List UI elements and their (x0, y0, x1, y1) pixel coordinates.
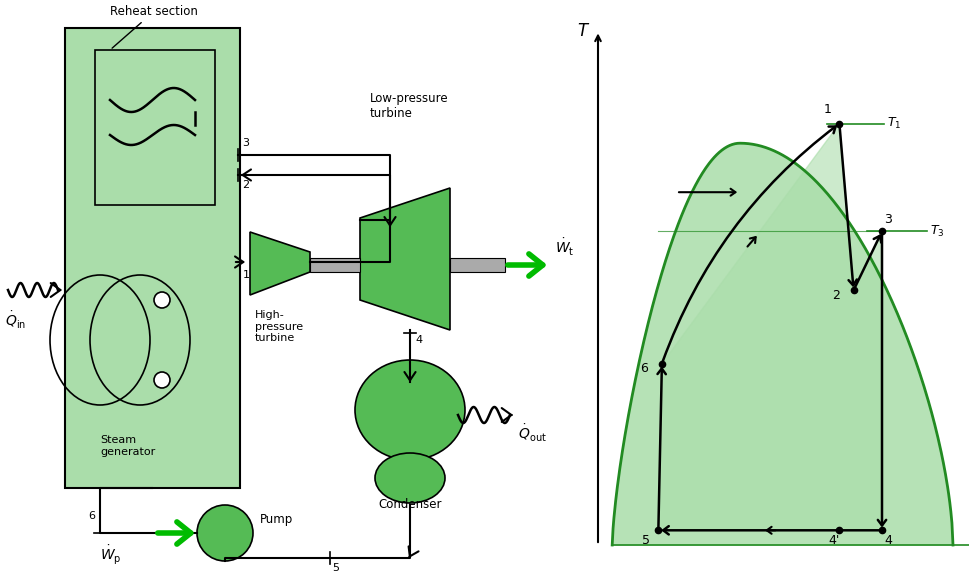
Text: $T_1$: $T_1$ (887, 116, 901, 131)
Text: High-
pressure
turbine: High- pressure turbine (255, 310, 302, 343)
Text: 6: 6 (88, 511, 95, 521)
Text: Condenser: Condenser (378, 498, 441, 511)
Text: 2: 2 (830, 289, 839, 302)
Text: $\dot{Q}_{\rm in}$: $\dot{Q}_{\rm in}$ (5, 310, 26, 331)
Text: 6: 6 (640, 362, 647, 375)
Text: $T_3$: $T_3$ (929, 224, 944, 239)
Polygon shape (359, 188, 450, 330)
Polygon shape (658, 124, 881, 530)
Text: Reheat section: Reheat section (109, 5, 198, 48)
Circle shape (154, 292, 170, 308)
Text: 4: 4 (883, 534, 891, 547)
Ellipse shape (375, 453, 445, 503)
Circle shape (154, 372, 170, 388)
Bar (95, 50, 215, 205)
Polygon shape (250, 232, 310, 295)
Text: 5: 5 (331, 563, 338, 573)
Text: 4': 4' (828, 534, 839, 547)
Text: Steam
generator: Steam generator (100, 435, 155, 456)
Text: $\dot{Q}_{\rm out}$: $\dot{Q}_{\rm out}$ (517, 423, 547, 444)
Bar (310, 258, 359, 272)
Text: $\dot{W}_{\rm p}$: $\dot{W}_{\rm p}$ (100, 543, 121, 566)
Circle shape (197, 505, 253, 561)
Text: Pump: Pump (260, 513, 293, 526)
Text: 1: 1 (823, 103, 830, 116)
Text: 2: 2 (241, 180, 249, 190)
Bar (450, 258, 505, 272)
Text: $T$: $T$ (577, 22, 590, 39)
Bar (65, 28, 239, 488)
Text: 3: 3 (883, 213, 891, 226)
Polygon shape (611, 143, 952, 545)
Text: 4: 4 (415, 335, 422, 345)
Text: $\dot{W}_{\rm t}$: $\dot{W}_{\rm t}$ (554, 237, 574, 258)
Text: 5: 5 (641, 534, 649, 547)
Text: Low-pressure
turbine: Low-pressure turbine (369, 92, 448, 120)
Ellipse shape (355, 360, 464, 460)
Text: 3: 3 (241, 138, 249, 148)
Text: 1: 1 (243, 270, 250, 280)
